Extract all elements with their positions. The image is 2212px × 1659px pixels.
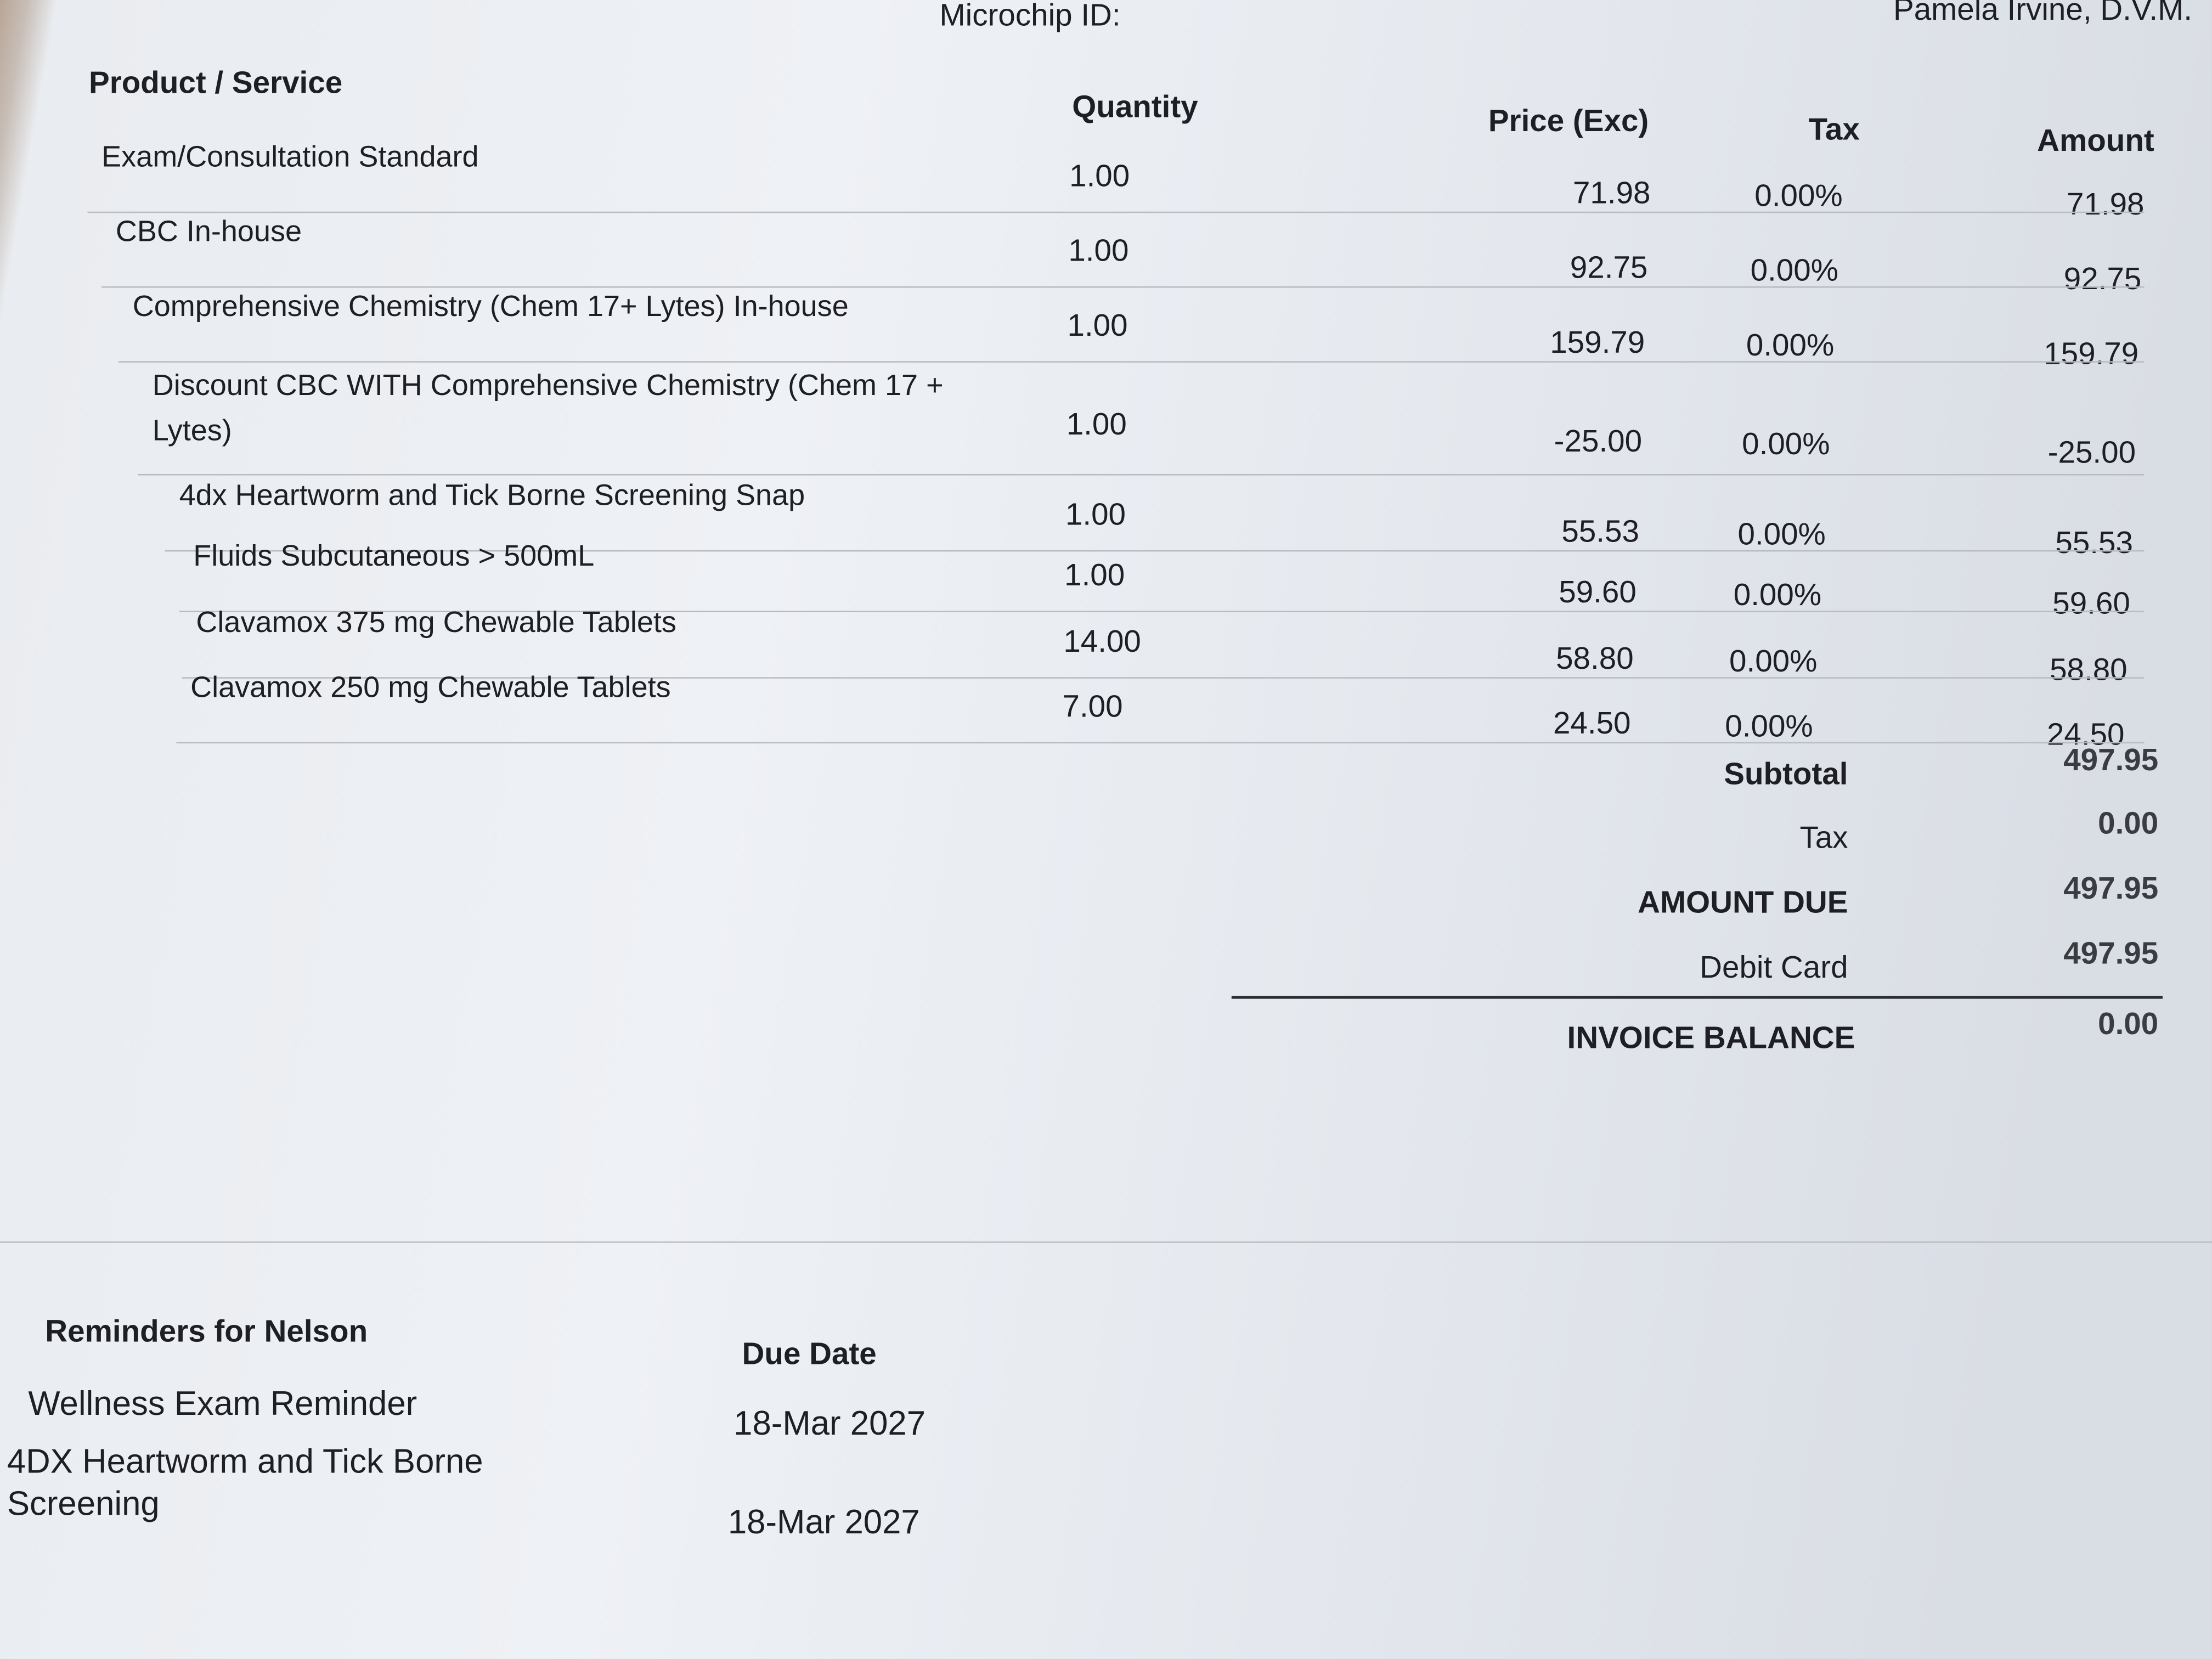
product-name: Clavamox 375 mg Chewable Tablets <box>196 606 676 639</box>
tax: 0.00% <box>1737 516 1826 552</box>
col-header: Quantity <box>1072 88 1198 125</box>
price: -25.00 <box>1554 423 1643 459</box>
price: 58.80 <box>1556 640 1634 676</box>
total-label: Tax <box>1799 819 1848 855</box>
row-rule <box>179 611 2145 612</box>
tax: 0.00% <box>1742 426 1830 461</box>
total-value: 0.00 <box>2098 805 2159 841</box>
row-rule <box>101 286 2145 288</box>
col-header: Price (Exc) <box>1488 103 1649 138</box>
section-rule <box>0 1241 2212 1243</box>
reminder-name: Wellness Exam Reminder <box>28 1385 417 1424</box>
product-name: Fluids Subcutaneous > 500mL <box>193 540 595 573</box>
row-rule <box>87 211 2145 213</box>
total-value: 497.95 <box>2063 742 2159 777</box>
price: 159.79 <box>1550 324 1645 360</box>
amount: 71.98 <box>2066 186 2145 222</box>
total-label: AMOUNT DUE <box>1638 884 1848 920</box>
price: 92.75 <box>1570 250 1648 285</box>
amount: 58.80 <box>2050 651 2128 687</box>
total-label: Debit Card <box>1700 949 1848 985</box>
quantity: 1.00 <box>1065 496 1126 532</box>
quantity: 1.00 <box>1068 233 1129 268</box>
quantity: 7.00 <box>1062 688 1123 724</box>
row-rule <box>165 550 2145 552</box>
balance-rule <box>1231 996 2163 999</box>
reminder-due: 18-Mar 2027 <box>727 1504 920 1542</box>
total-value: 0.00 <box>2098 1006 2159 1041</box>
col-header: Product / Service <box>88 65 343 100</box>
quantity: 1.00 <box>1067 307 1128 343</box>
row-rule <box>182 677 2145 679</box>
product-name: Exam/Consultation Standard <box>101 141 479 174</box>
tax: 0.00% <box>1725 708 1813 744</box>
reminders-title: Reminders for Nelson <box>45 1313 368 1349</box>
amount: 24.50 <box>2046 716 2125 752</box>
tax: 0.00% <box>1754 177 1843 213</box>
quantity: 1.00 <box>1069 157 1130 194</box>
provider: Pamela Irvine, D.V.M. <box>1893 0 2192 27</box>
reminder-due: 18-Mar 2027 <box>733 1405 926 1443</box>
product-name: Clavamox 250 mg Chewable Tablets <box>190 671 671 704</box>
reminder-name: 4DX Heartworm and Tick Borne Screening <box>7 1443 483 1524</box>
price: 71.98 <box>1572 174 1651 211</box>
amount: -25.00 <box>2047 434 2136 470</box>
quantity: 1.00 <box>1066 406 1127 442</box>
tax: 0.00% <box>1750 252 1839 288</box>
amount: 59.60 <box>2052 585 2130 621</box>
price: 59.60 <box>1559 574 1637 610</box>
microchip-label: Microchip ID: <box>939 0 1121 33</box>
amount: 92.75 <box>2063 261 2142 296</box>
product-name: Discount CBC WITH Comprehensive Chemistr… <box>152 369 944 448</box>
quantity: 1.00 <box>1064 557 1125 592</box>
tax: 0.00% <box>1746 327 1835 363</box>
total-label: INVOICE BALANCE <box>1567 1020 1855 1056</box>
tax: 0.00% <box>1729 643 1818 679</box>
total-label: Subtotal <box>1724 756 1848 792</box>
amount: 55.53 <box>2055 524 2133 560</box>
tax: 0.00% <box>1733 577 1822 612</box>
row-rule <box>138 473 2145 476</box>
total-value: 497.95 <box>2063 935 2159 971</box>
quantity: 14.00 <box>1063 623 1141 659</box>
price: 24.50 <box>1553 705 1631 741</box>
row-rule <box>176 742 2145 744</box>
product-name: Comprehensive Chemistry (Chem 17+ Lytes)… <box>132 290 849 323</box>
amount: 159.79 <box>2044 335 2139 371</box>
product-name: CBC In-house <box>115 216 302 249</box>
col-header: Tax <box>1808 111 1860 147</box>
total-value: 497.95 <box>2063 870 2159 906</box>
price: 55.53 <box>1561 513 1639 549</box>
due-date-header: Due Date <box>742 1336 877 1372</box>
row-rule <box>118 361 2145 363</box>
product-name: 4dx Heartworm and Tick Borne Screening S… <box>179 479 805 512</box>
col-header: Amount <box>2037 122 2154 158</box>
